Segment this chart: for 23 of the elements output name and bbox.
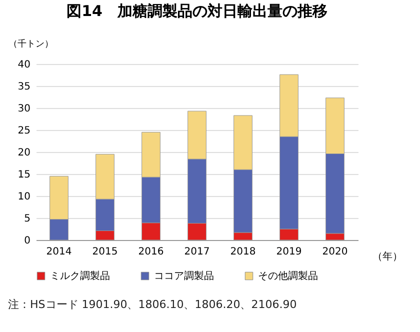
legend-label: ココア調製品 bbox=[154, 270, 214, 282]
x-tick-label: 2017 bbox=[184, 246, 210, 258]
legend-label: その他調製品 bbox=[258, 270, 318, 282]
legend-label: ミルク調製品 bbox=[50, 270, 110, 282]
y-tick-label: 20 bbox=[18, 148, 30, 158]
y-tick-label: 5 bbox=[24, 214, 30, 224]
x-tick-label: 2016 bbox=[138, 246, 164, 258]
x-tick-label: 2019 bbox=[276, 246, 302, 258]
y-tick-label: 15 bbox=[18, 170, 30, 180]
y-tick-label: 40 bbox=[18, 60, 30, 70]
chart-title: 図14 加糖調製品の対日輸出量の推移 bbox=[66, 2, 328, 20]
y-tick-label: 10 bbox=[18, 192, 30, 202]
x-tick-label: 2018 bbox=[230, 246, 256, 258]
text: 注：HSコード 1901.90、1806.10、1806.20、2106.90 bbox=[8, 297, 298, 312]
x-tick-label: 2014 bbox=[46, 246, 72, 258]
y-tick-label: 30 bbox=[18, 104, 30, 114]
x-tick-label: 2020 bbox=[322, 246, 348, 258]
y-tick-label: 0 bbox=[24, 236, 30, 246]
x-axis-title: （年） bbox=[372, 250, 402, 262]
y-tick-label: 25 bbox=[18, 126, 30, 136]
y-axis-title: （千トン） bbox=[8, 38, 54, 50]
y-tick-label: 35 bbox=[18, 82, 30, 92]
x-tick-label: 2015 bbox=[92, 246, 118, 258]
